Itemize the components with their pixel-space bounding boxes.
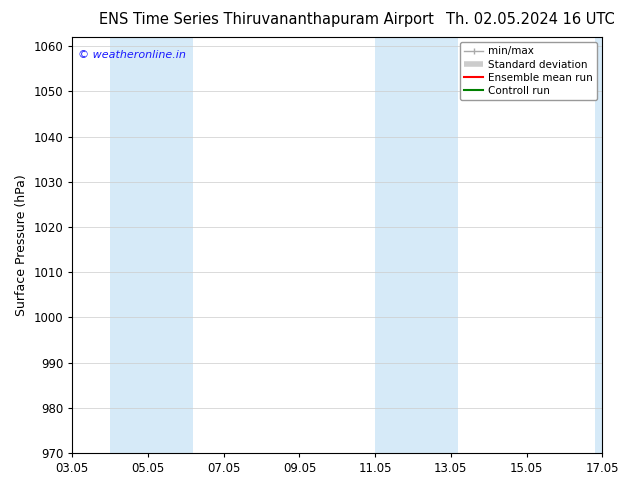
Text: Th. 02.05.2024 16 UTC: Th. 02.05.2024 16 UTC bbox=[446, 12, 615, 27]
Y-axis label: Surface Pressure (hPa): Surface Pressure (hPa) bbox=[15, 174, 28, 316]
Bar bbox=[110, 37, 193, 453]
Text: © weatheronline.in: © weatheronline.in bbox=[77, 49, 186, 59]
Text: ENS Time Series Thiruvananthapuram Airport: ENS Time Series Thiruvananthapuram Airpo… bbox=[99, 12, 434, 27]
Legend: min/max, Standard deviation, Ensemble mean run, Controll run: min/max, Standard deviation, Ensemble me… bbox=[460, 42, 597, 100]
Bar bbox=[595, 37, 602, 453]
Bar bbox=[375, 37, 458, 453]
